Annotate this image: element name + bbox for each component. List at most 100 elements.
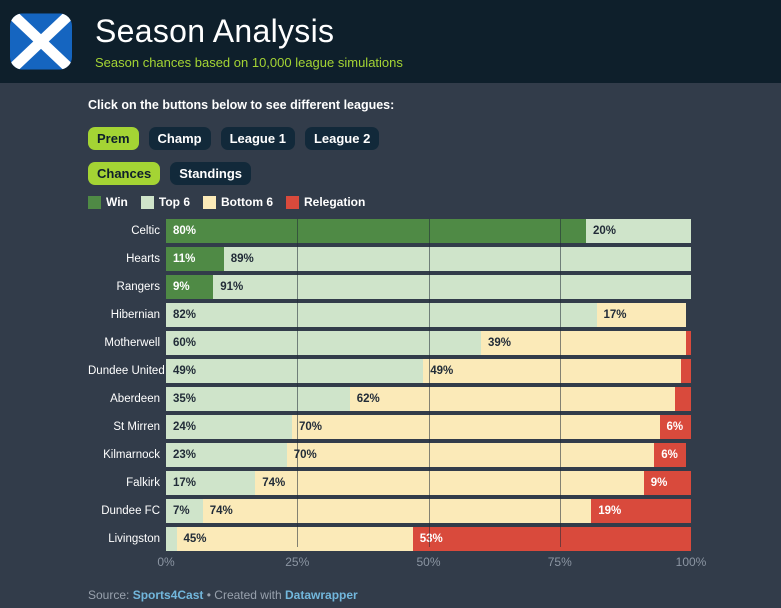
bar-segment-top-6[interactable]: 91% xyxy=(213,275,691,299)
bar-segment-bottom-6[interactable]: 74% xyxy=(202,499,592,523)
segment-value-label: 24% xyxy=(173,421,197,433)
bar-segment-relegation[interactable] xyxy=(675,387,691,411)
axis-tick-0: 0% xyxy=(157,555,175,569)
segment-value-label: 45% xyxy=(183,533,207,545)
bar-segment-top-6[interactable]: 17% xyxy=(166,471,256,495)
bar-segment-top-6[interactable]: 82% xyxy=(166,303,597,327)
legend-swatch-win xyxy=(88,195,101,209)
chart-row-st-mirren: St Mirren 24% 70% 6% xyxy=(88,415,691,439)
bar-segment-bottom-6[interactable]: 39% xyxy=(481,331,686,355)
legend-label: Win xyxy=(106,195,128,209)
chart-row-kilmarnock: Kilmarnock 23% 70% 6% xyxy=(88,443,691,467)
bar-falkirk: 17% 74% 9% xyxy=(166,471,691,495)
bar-segment-bottom-6[interactable]: 70% xyxy=(286,443,655,467)
footer-separator: • xyxy=(206,588,211,602)
segment-value-label: 6% xyxy=(661,449,678,461)
segment-value-label: 53% xyxy=(419,533,443,545)
view-button-standings[interactable]: Standings xyxy=(170,162,252,185)
chart-row-hibernian: Hibernian 82% 17% xyxy=(88,303,691,327)
segment-value-label: 7% xyxy=(173,505,190,517)
league-button-prem[interactable]: Prem xyxy=(88,127,139,150)
chart-row-aberdeen: Aberdeen 35% 62% xyxy=(88,387,691,411)
team-label: Aberdeen xyxy=(110,393,160,405)
team-label: Celtic xyxy=(131,225,160,237)
chart-row-celtic: Celtic 80% 20% xyxy=(88,219,691,243)
segment-value-label: 6% xyxy=(666,421,684,433)
bar-segment-top-6[interactable]: 7% xyxy=(166,499,203,523)
bar-rangers: 9% 91% xyxy=(166,275,691,299)
axis-tick-75: 75% xyxy=(547,555,572,569)
segment-value-label: 17% xyxy=(173,477,197,489)
page-subtitle: Season chances based on 10,000 league si… xyxy=(95,54,403,70)
bar-segment-relegation[interactable]: 6% xyxy=(654,443,686,467)
bar-segment-bottom-6[interactable]: 45% xyxy=(176,527,413,551)
chart-rows: Celtic 80% 20% Hearts 11% 89% Rangers 9% 91% Hibe… xyxy=(88,219,691,551)
bar-segment-top-6[interactable]: 35% xyxy=(166,387,350,411)
segment-value-label: 60% xyxy=(173,337,197,349)
segment-value-label: 70% xyxy=(299,421,323,433)
bar-segment-bottom-6[interactable]: 62% xyxy=(349,387,676,411)
segment-value-label: 9% xyxy=(650,477,668,489)
league-button-league-1[interactable]: League 1 xyxy=(220,127,295,150)
team-label: Kilmarnock xyxy=(103,449,160,461)
bar-segment-top-6[interactable]: 23% xyxy=(166,443,287,467)
datawrapper-link[interactable]: Datawrapper xyxy=(285,588,358,602)
legend-label: Bottom 6 xyxy=(221,195,273,209)
legend-item-bottom-6: Bottom 6 xyxy=(203,195,273,209)
bar-segment-relegation[interactable]: 9% xyxy=(643,471,691,495)
team-label: Livingston xyxy=(108,533,160,545)
legend: Win Top 6 Bottom 6 Relegation xyxy=(88,195,781,209)
bar-hibernian: 82% 17% xyxy=(166,303,691,327)
league-button-row: Prem Champ League 1 League 2 xyxy=(88,127,781,150)
segment-value-label: 19% xyxy=(598,505,622,517)
bar-segment-top-6[interactable]: 49% xyxy=(166,359,424,383)
bar-segment-bottom-6[interactable]: 17% xyxy=(596,303,686,327)
axis-tick-100: 100% xyxy=(675,555,707,569)
segment-value-label: 91% xyxy=(220,281,244,293)
bar-segment-top-6[interactable]: 24% xyxy=(166,415,292,439)
league-button-league-2[interactable]: League 2 xyxy=(304,127,380,150)
intro-text: Click on the buttons below to see differ… xyxy=(88,98,395,112)
bar-segment-win[interactable]: 11% xyxy=(166,247,224,271)
team-label: Falkirk xyxy=(126,477,160,489)
bar-segment-top-6[interactable]: 20% xyxy=(586,219,691,243)
axis-tick-50: 50% xyxy=(416,555,441,569)
team-label: Hearts xyxy=(126,253,160,265)
segment-value-label: 62% xyxy=(356,393,380,405)
bar-segment-bottom-6[interactable]: 49% xyxy=(423,359,681,383)
team-label: Hibernian xyxy=(110,309,160,321)
bar-segment-bottom-6[interactable]: 70% xyxy=(292,415,660,439)
bar-livingston: 45% 53% xyxy=(166,527,691,551)
bar-segment-top-6[interactable]: 60% xyxy=(166,331,481,355)
bar-dundee-fc: 7% 74% 19% xyxy=(166,499,691,523)
legend-swatch-top-6 xyxy=(140,195,154,209)
bar-segment-relegation[interactable]: 6% xyxy=(659,415,691,439)
stacked-bar-chart: Celtic 80% 20% Hearts 11% 89% Rangers 9% 91% Hibe… xyxy=(88,219,706,571)
footer: Source: Sports4Cast • Created with Dataw… xyxy=(88,588,781,602)
bar-segment-top-6[interactable]: 89% xyxy=(223,247,691,271)
legend-label: Relegation xyxy=(304,195,366,209)
league-button-champ[interactable]: Champ xyxy=(148,127,211,150)
bar-segment-bottom-6[interactable]: 74% xyxy=(255,471,644,495)
bar-segment-top-6[interactable] xyxy=(166,527,177,551)
segment-value-label: 17% xyxy=(603,309,627,321)
bar-segment-relegation[interactable] xyxy=(685,331,691,355)
source-label: Source: xyxy=(88,588,130,602)
segment-value-label: 49% xyxy=(430,365,454,377)
chart-row-motherwell: Motherwell 60% 39% xyxy=(88,331,691,355)
bar-segment-win[interactable]: 9% xyxy=(166,275,214,299)
source-link[interactable]: Sports4Cast xyxy=(132,588,204,602)
bar-segment-win[interactable]: 80% xyxy=(166,219,586,243)
bar-segment-relegation[interactable]: 19% xyxy=(591,499,691,523)
team-label: Dundee United xyxy=(88,365,165,377)
view-button-chances[interactable]: Chances xyxy=(88,162,161,185)
segment-value-label: 23% xyxy=(173,449,197,461)
team-label: Rangers xyxy=(116,281,160,293)
legend-label: Top 6 xyxy=(158,195,190,209)
scotland-flag-icon xyxy=(10,13,72,70)
segment-value-label: 11% xyxy=(173,253,196,265)
bar-segment-relegation[interactable]: 53% xyxy=(412,527,691,551)
team-label: Dundee FC xyxy=(101,505,160,517)
bar-segment-relegation[interactable] xyxy=(680,359,691,383)
segment-value-label: 9% xyxy=(173,281,190,293)
